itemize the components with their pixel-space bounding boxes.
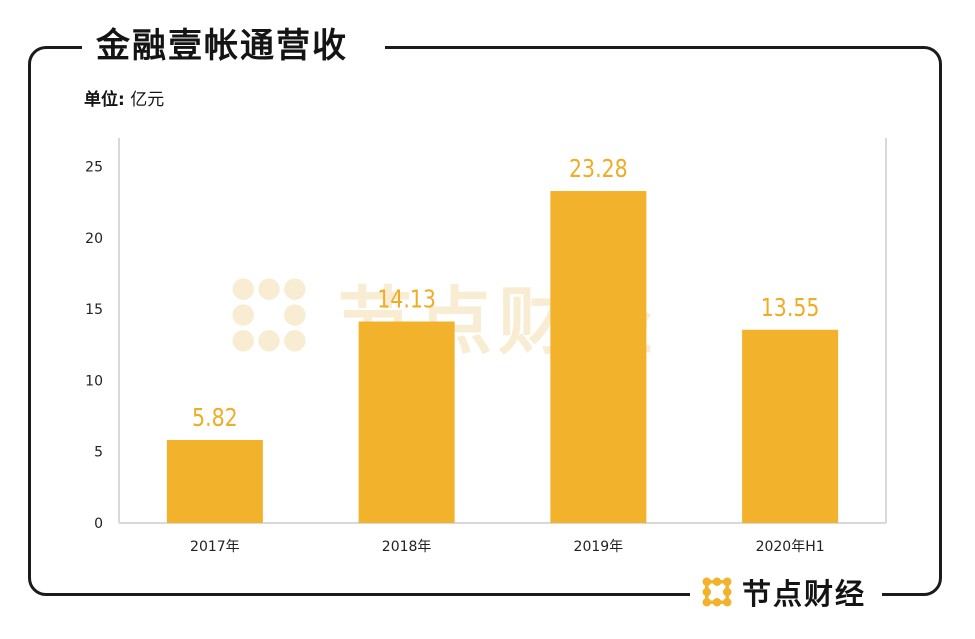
chart-title: 金融壹帐通营收 [96, 26, 348, 66]
x-tick-label: 2019年 [574, 539, 624, 555]
data-label: 5.82 [192, 404, 238, 432]
bar [358, 321, 455, 523]
unit-value: 亿元 [130, 90, 165, 110]
y-tick-label: 10 [85, 373, 103, 389]
unit-label: 单位: [84, 90, 125, 110]
y-tick-label: 0 [94, 516, 103, 532]
data-label: 23.28 [569, 155, 628, 183]
data-label: 14.13 [377, 286, 436, 314]
brand-logo: 节点财经 [700, 572, 866, 612]
node-grid-logo-icon [702, 577, 732, 607]
brand-name: 节点财经 [742, 577, 867, 611]
data-label: 13.55 [761, 294, 820, 322]
bar [550, 191, 647, 524]
y-tick-label: 25 [85, 160, 103, 176]
unit-note: 单位: 亿元 [84, 88, 164, 112]
y-tick-label: 20 [85, 231, 103, 247]
y-tick-label: 15 [85, 302, 103, 318]
y-tick-label: 5 [94, 445, 103, 461]
x-tick-label: 2018年 [382, 539, 432, 555]
card-frame [28, 46, 942, 596]
x-tick-label: 2017年 [190, 539, 240, 555]
bar [742, 329, 839, 523]
bar [166, 440, 263, 523]
title-mask [82, 26, 385, 66]
x-tick-label: 2020年H1 [756, 539, 825, 555]
